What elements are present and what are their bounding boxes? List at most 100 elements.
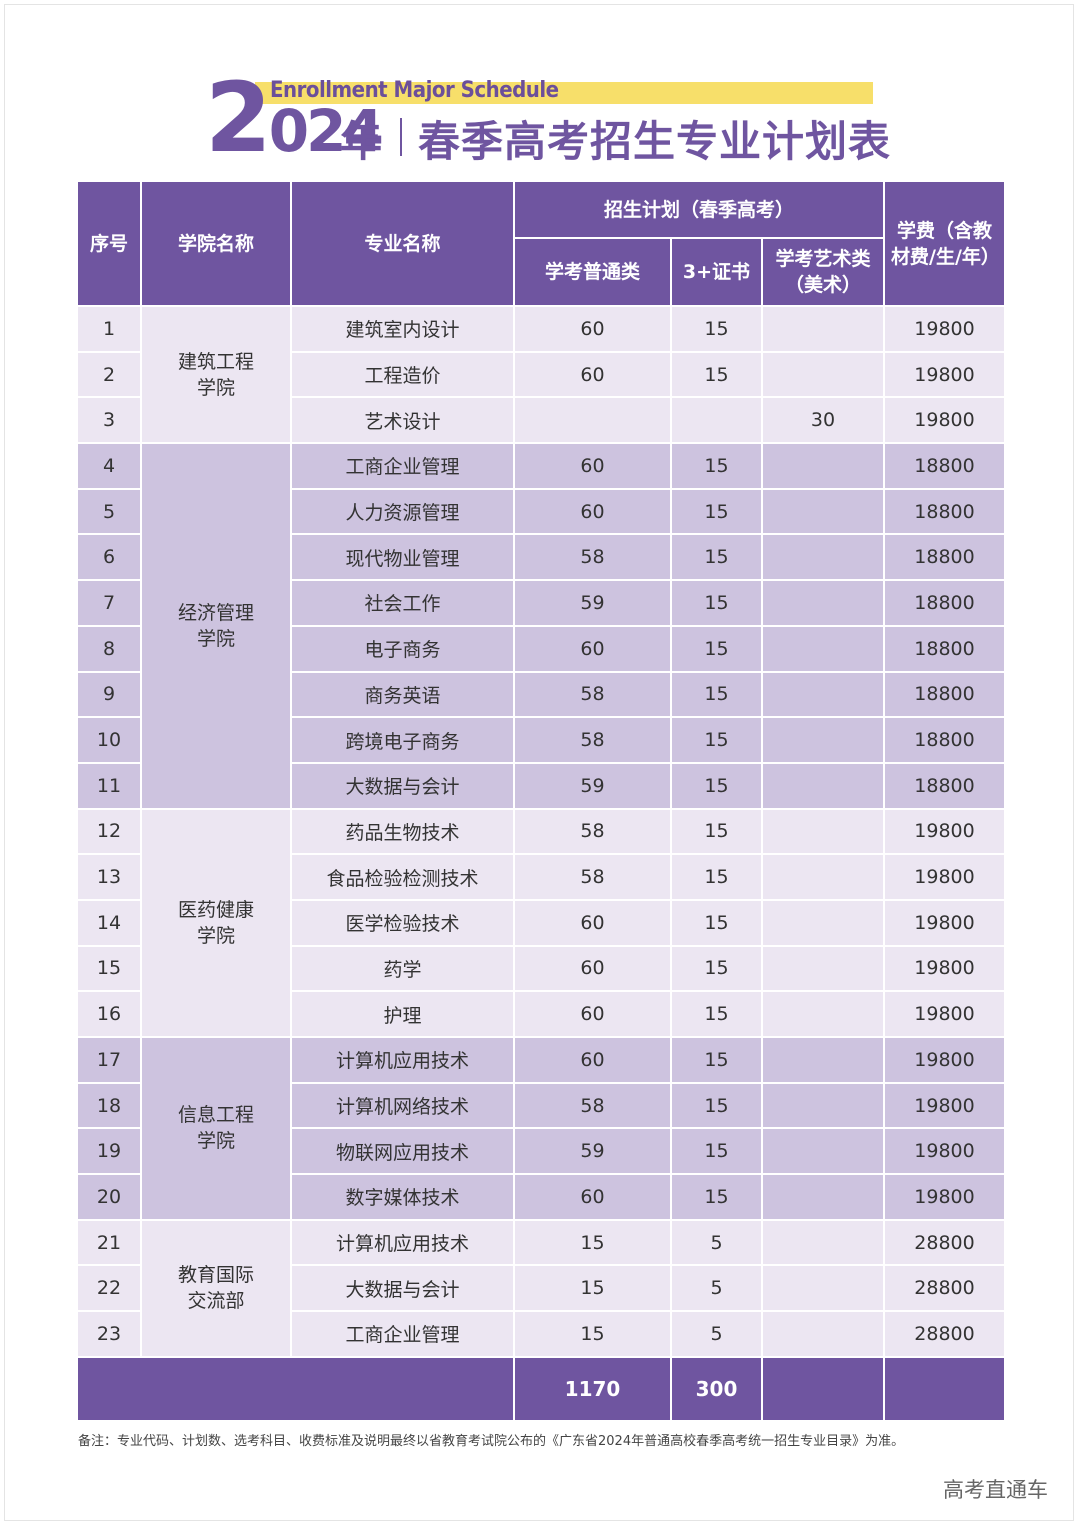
major-cell: 现代物业管理 <box>290 533 515 582</box>
college-name: 建筑工程学院 <box>177 350 254 399</box>
general-cell: 60 <box>513 305 672 353</box>
col-header: 学费（含教材费/生/年） <box>883 180 1007 307</box>
seq-cell: 22 <box>76 1264 142 1313</box>
art-cell <box>760 670 886 719</box>
major-cell: 物联网应用技术 <box>290 1127 515 1176</box>
table-body: 1 建筑工程学院 建筑室内设计 60 15 19800 2 工程造价 60 15 19800 3 艺术设… <box>76 304 1007 1422</box>
art-cell <box>760 487 886 536</box>
seq-cell: 20 <box>76 1173 142 1221</box>
art-cell <box>760 898 886 947</box>
fee-cell: 19800 <box>883 1081 1007 1130</box>
cert-cell: 15 <box>670 990 763 1038</box>
watermark: 高考直通车 <box>943 1478 1048 1502</box>
col-header: 学考艺术类（美术） <box>760 237 886 307</box>
cert-cell: 15 <box>670 624 763 673</box>
fee-cell: 19800 <box>883 1173 1007 1221</box>
general-cell: 60 <box>513 1173 672 1221</box>
general-cell: 59 <box>513 761 672 810</box>
fee-cell: 19800 <box>883 1036 1007 1084</box>
year-suffix: 年 <box>340 117 383 166</box>
col-header: 专业名称 <box>290 180 515 307</box>
major-cell: 护理 <box>290 990 515 1038</box>
header-row: 学考普通类 3+证书 学考艺术类（美术） <box>77 237 1005 307</box>
college-cell: 信息工程学院 <box>140 1036 292 1221</box>
fee-cell: 19800 <box>883 807 1007 856</box>
table-row: 3 艺术设计 30 19800 <box>76 396 1007 445</box>
seq-cell: 17 <box>76 1036 142 1084</box>
cert-cell: 15 <box>670 1127 763 1176</box>
art-cell <box>760 1036 886 1084</box>
subtitle: Enrollment Major Schedule <box>270 78 559 103</box>
fee-cell: 18800 <box>883 487 1007 536</box>
general-cell: 15 <box>513 1310 672 1358</box>
college-name: 教育国际交流部 <box>177 1264 254 1313</box>
cert-cell: 15 <box>670 487 763 536</box>
table-row: 21 教育国际交流部 计算机应用技术 15 5 28800 <box>76 1218 1007 1358</box>
table-row: 14 医学检验技术 60 15 19800 <box>76 898 1007 947</box>
fee-cell: 18800 <box>883 533 1007 582</box>
seq-cell: 14 <box>76 898 142 947</box>
fee-cell: 18800 <box>883 624 1007 673</box>
art-cell <box>760 807 886 856</box>
college-cell: 建筑工程学院 <box>140 304 292 445</box>
table-row: 6 现代物业管理 58 15 18800 <box>76 533 1007 582</box>
cert-cell: 15 <box>670 898 763 947</box>
major-cell: 工程造价 <box>290 350 515 399</box>
general-cell: 60 <box>513 442 672 490</box>
table-row: 13 食品检验检测技术 58 15 19800 <box>76 853 1007 901</box>
table-row: 5 人力资源管理 60 15 18800 <box>76 487 1007 536</box>
total-general: 1170 <box>513 1355 672 1422</box>
art-cell <box>760 1081 886 1130</box>
fee-cell: 19800 <box>883 853 1007 901</box>
table-row: 17 信息工程学院 计算机应用技术 60 15 19800 <box>76 1036 1007 1221</box>
table-row: 16 护理 60 15 19800 <box>76 990 1007 1038</box>
fee-cell: 28800 <box>883 1218 1007 1267</box>
major-cell: 人力资源管理 <box>290 487 515 536</box>
total-cert: 300 <box>670 1355 763 1422</box>
major-cell: 商务英语 <box>290 670 515 719</box>
seq-cell: 1 <box>76 305 142 353</box>
cert-cell: 15 <box>670 442 763 490</box>
art-cell <box>760 761 886 810</box>
table-row: 8 电子商务 60 15 18800 <box>76 624 1007 673</box>
table-head: 序号 学院名称 专业名称 招生计划（春季高考） 学费（含教材费/生/年） 学考普… <box>76 180 1007 307</box>
college-name: 医药健康学院 <box>177 898 254 947</box>
table-row: 15 药学 60 15 19800 <box>76 944 1007 993</box>
seq-cell: 12 <box>76 807 142 856</box>
art-cell <box>760 305 886 353</box>
fee-cell: 19800 <box>883 898 1007 947</box>
table-row: 19 物联网应用技术 59 15 19800 <box>76 1127 1007 1176</box>
cert-cell: 15 <box>670 533 763 582</box>
table-row: 4 经济管理学院 工商企业管理 60 15 18800 <box>76 442 1007 810</box>
art-cell <box>760 716 886 764</box>
cert-cell: 15 <box>670 579 763 627</box>
table-row: 12 医药健康学院 药品生物技术 58 15 19800 <box>76 807 1007 1039</box>
seq-cell: 18 <box>76 1081 142 1130</box>
general-cell: 58 <box>513 853 672 901</box>
cert-cell: 15 <box>670 1036 763 1084</box>
major-cell: 药学 <box>290 944 515 993</box>
fee-cell: 18800 <box>883 579 1007 627</box>
college-cell: 经济管理学院 <box>140 442 292 810</box>
general-cell: 58 <box>513 670 672 719</box>
total-blank <box>76 1355 515 1422</box>
col-header: 学院名称 <box>140 180 292 307</box>
art-cell <box>760 944 886 993</box>
general-cell: 59 <box>513 579 672 627</box>
major-cell: 食品检验检测技术 <box>290 853 515 901</box>
title: 春季高考招生专业计划表 <box>418 117 892 166</box>
art-cell <box>760 1264 886 1313</box>
table-row: 22 大数据与会计 15 5 28800 <box>76 1264 1007 1313</box>
fee-cell: 19800 <box>883 305 1007 353</box>
footnote: 备注：专业代码、计划数、选考科目、收费标准及说明最终以省教育考试院公布的《广东省… <box>78 1434 905 1449</box>
cert-cell: 15 <box>670 670 763 719</box>
year: 2024 <box>205 62 384 174</box>
art-cell <box>760 1173 886 1221</box>
major-cell: 计算机应用技术 <box>290 1218 515 1267</box>
major-cell: 计算机网络技术 <box>290 1081 515 1130</box>
subtitle-band <box>255 82 873 104</box>
seq-cell: 7 <box>76 579 142 627</box>
fee-cell: 18800 <box>883 716 1007 764</box>
table-row: 7 社会工作 59 15 18800 <box>76 579 1007 627</box>
